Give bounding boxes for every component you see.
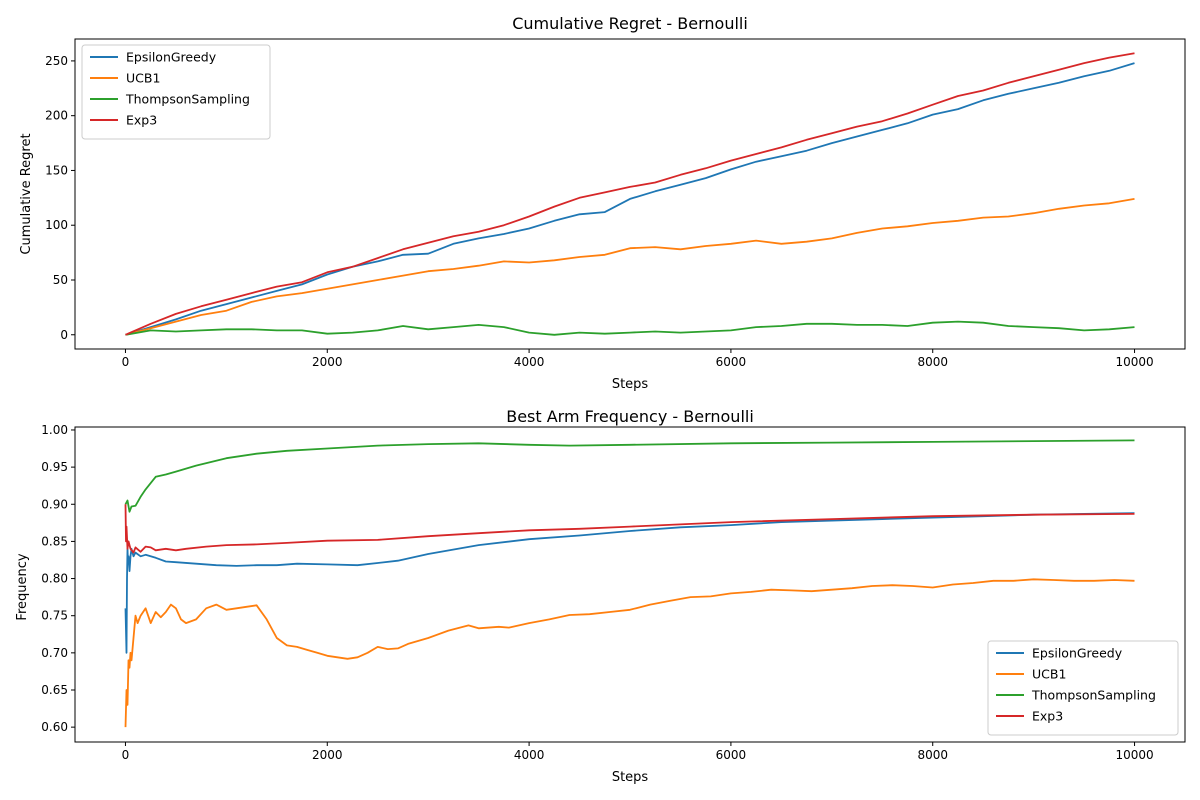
- x-tick-label: 6000: [716, 355, 747, 369]
- y-tick-label: 0.75: [41, 609, 68, 623]
- legend: EpsilonGreedy UCB1 ThompsonSampling Exp3: [81, 44, 271, 140]
- legend-label: ThompsonSampling: [1031, 688, 1156, 703]
- chart-title: Cumulative Regret - Bernoulli: [512, 14, 748, 33]
- y-tick-label: 150: [45, 163, 68, 177]
- x-tick-label: 2000: [312, 355, 343, 369]
- x-tick-label: 10000: [1115, 355, 1153, 369]
- y-tick-label: 0: [60, 328, 68, 342]
- series-layer: [125, 52, 1135, 336]
- x-tick-label: 0: [122, 355, 130, 369]
- series-line: [125, 198, 1135, 336]
- chart-title: Best Arm Frequency - Bernoulli: [506, 407, 754, 426]
- y-tick-label: 0.70: [41, 646, 68, 660]
- x-tick-label: 4000: [514, 748, 545, 762]
- y-tick-label: 0.60: [41, 720, 68, 734]
- x-tick-label: 8000: [917, 355, 948, 369]
- series-line: [124, 512, 1135, 654]
- y-tick-label: 0.90: [41, 497, 68, 511]
- x-tick-label: 0: [122, 748, 130, 762]
- legend: EpsilonGreedy UCB1 ThompsonSampling Exp3: [987, 640, 1179, 736]
- series-line: [124, 578, 1135, 728]
- x-axis-label: Steps: [612, 377, 649, 392]
- series-layer: [124, 439, 1135, 728]
- x-tick-label: 10000: [1115, 748, 1153, 762]
- subplot-cumulative-regret: Cumulative Regret - Bernoulli 0 2000 4000 6…: [19, 14, 1186, 392]
- legend-label: EpsilonGreedy: [126, 50, 217, 65]
- plot-frame: [74, 426, 1186, 743]
- legend-label: Exp3: [126, 113, 157, 128]
- y-ticks: 0.60 0.65 0.70 0.75 0.80 0.85 0.90 0.95 1.00: [41, 423, 75, 734]
- legend-box: [987, 640, 1179, 736]
- y-tick-label: 50: [53, 273, 68, 287]
- legend-label: Exp3: [1032, 709, 1063, 724]
- y-tick-label: 1.00: [41, 423, 68, 437]
- series-line: [125, 62, 1135, 336]
- x-axis-label: Steps: [612, 770, 649, 785]
- y-tick-label: 0.65: [41, 683, 68, 697]
- y-tick-label: 0.85: [41, 534, 68, 548]
- plot-frame: [74, 38, 1186, 350]
- x-ticks: 0 2000 4000 6000 8000 10000: [122, 742, 1154, 762]
- x-ticks: 0 2000 4000 6000 8000 10000: [122, 349, 1154, 369]
- y-tick-label: 100: [45, 218, 68, 232]
- y-ticks: 0 50 100 150 200 250: [45, 54, 75, 342]
- x-tick-label: 2000: [312, 748, 343, 762]
- y-tick-label: 250: [45, 54, 68, 68]
- y-axis-label: Frequency: [15, 553, 30, 620]
- series-line: [124, 439, 1135, 513]
- x-tick-label: 4000: [514, 355, 545, 369]
- y-tick-label: 0.95: [41, 460, 68, 474]
- legend-label: ThompsonSampling: [125, 92, 250, 107]
- series-line: [124, 504, 1135, 554]
- x-tick-label: 6000: [716, 748, 747, 762]
- series-line: [125, 52, 1135, 336]
- legend-label: EpsilonGreedy: [1032, 646, 1123, 661]
- y-tick-label: 200: [45, 109, 68, 123]
- legend-box: [81, 44, 271, 140]
- series-line: [125, 320, 1135, 336]
- legend-label: UCB1: [126, 71, 160, 86]
- legend-label: UCB1: [1032, 667, 1066, 682]
- y-axis-label: Cumulative Regret: [19, 133, 34, 254]
- subplot-best-arm-frequency: Best Arm Frequency - Bernoulli 0 2000 4000…: [15, 407, 1186, 785]
- y-tick-label: 0.80: [41, 572, 68, 586]
- x-tick-label: 8000: [917, 748, 948, 762]
